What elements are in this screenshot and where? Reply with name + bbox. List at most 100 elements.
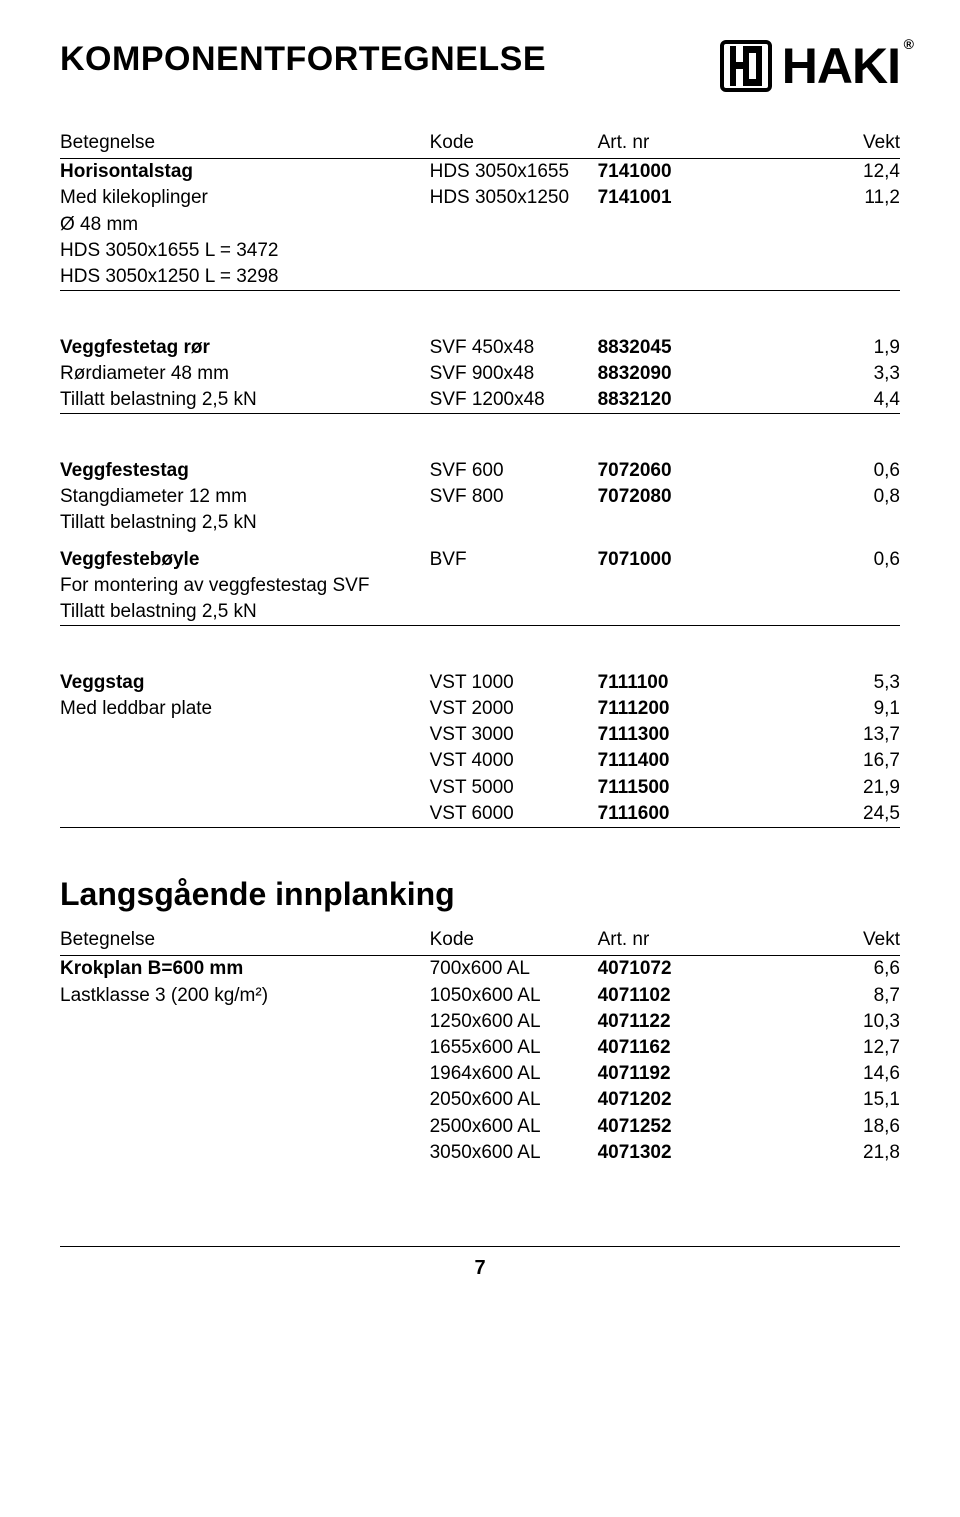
table-row: 1964x600 AL 4071192 14,6: [60, 1061, 900, 1087]
table-row: Lastklasse 3 (200 kg/m²) 1050x600 AL 407…: [60, 983, 900, 1009]
page-number: 7: [474, 1257, 485, 1279]
cell-art: 7071000: [598, 547, 766, 573]
cell-kode: 1964x600 AL: [430, 1061, 598, 1087]
group-sub: HDS 3050x1655 L = 3472: [60, 238, 430, 264]
cell-kode: 2050x600 AL: [430, 1087, 598, 1113]
table-row: Veggfestestag SVF 600 7072060 0,6: [60, 458, 900, 484]
table-row: VST 3000 7111300 13,7: [60, 722, 900, 748]
cell-vekt: 9,1: [766, 696, 900, 722]
cell-vekt: 16,7: [766, 748, 900, 774]
table-row: 2050x600 AL 4071202 15,1: [60, 1087, 900, 1113]
cell-vekt: 21,8: [766, 1140, 900, 1166]
cell-vekt: 1,9: [766, 335, 900, 361]
cell-vekt: 3,3: [766, 361, 900, 387]
cell-art: 7072080: [598, 484, 766, 510]
cell-art: 7141001: [598, 185, 766, 211]
table-header-row: Betegnelse Kode Art. nr Vekt: [60, 927, 900, 956]
col-header-desc: Betegnelse: [60, 927, 430, 956]
col-header-kode: Kode: [430, 927, 598, 956]
cell-art: 7141000: [598, 159, 766, 186]
cell-vekt: 0,6: [766, 458, 900, 484]
group-sub: Tillatt belastning 2,5 kN: [60, 599, 430, 626]
table-header-row: Betegnelse Kode Art. nr Vekt: [60, 130, 900, 159]
cell-art: 4071122: [598, 1009, 766, 1035]
cell-art: 7111500: [598, 775, 766, 801]
cell-art: 8832120: [598, 387, 766, 414]
cell-kode: SVF 600: [430, 458, 598, 484]
col-header-art: Art. nr: [598, 927, 766, 956]
cell-art: 7111200: [598, 696, 766, 722]
cell-vekt: 10,3: [766, 1009, 900, 1035]
cell-vekt: 0,8: [766, 484, 900, 510]
cell-vekt: 5,3: [766, 670, 900, 696]
table-row: 2500x600 AL 4071252 18,6: [60, 1114, 900, 1140]
col-header-vekt: Vekt: [766, 130, 900, 159]
cell-vekt: 6,6: [766, 956, 900, 983]
table-row: Med kilekoplinger HDS 3050x1250 7141001 …: [60, 185, 900, 211]
cell-kode: SVF 900x48: [430, 361, 598, 387]
table-row: Stangdiameter 12 mm SVF 800 7072080 0,8: [60, 484, 900, 510]
cell-vekt: 4,4: [766, 387, 900, 414]
planking-table: Betegnelse Kode Art. nr Vekt Krokplan B=…: [60, 927, 900, 1166]
cell-art: 7111600: [598, 801, 766, 828]
row-spacer: [60, 291, 900, 335]
cell-art: 4071202: [598, 1087, 766, 1113]
row-spacer: [60, 537, 900, 547]
table-row: Veggstag VST 1000 7111100 5,3: [60, 670, 900, 696]
cell-vekt: 21,9: [766, 775, 900, 801]
table-row: 3050x600 AL 4071302 21,8: [60, 1140, 900, 1166]
cell-kode: VST 1000: [430, 670, 598, 696]
cell-kode: VST 6000: [430, 801, 598, 828]
group-sub: For montering av veggfestestag SVF: [60, 573, 430, 599]
cell-art: 7111300: [598, 722, 766, 748]
cell-art: 4071302: [598, 1140, 766, 1166]
cell-kode: VST 3000: [430, 722, 598, 748]
group-title: Horisontalstag: [60, 159, 430, 186]
table-row: Horisontalstag HDS 3050x1655 7141000 12,…: [60, 159, 900, 186]
group-sub: Rørdiameter 48 mm: [60, 361, 430, 387]
row-spacer: [60, 414, 900, 458]
group-sub: Tillatt belastning 2,5 kN: [60, 510, 430, 536]
page-title: KOMPONENTFORTEGNELSE: [60, 40, 546, 79]
table-row: VST 4000 7111400 16,7: [60, 748, 900, 774]
group-sub: Tillatt belastning 2,5 kN: [60, 387, 430, 414]
table-row: Tillatt belastning 2,5 kN SVF 1200x48 88…: [60, 387, 900, 414]
table-row: VST 6000 7111600 24,5: [60, 801, 900, 828]
cell-vekt: 13,7: [766, 722, 900, 748]
group-title: Veggfestestag: [60, 458, 430, 484]
col-header-desc: Betegnelse: [60, 130, 430, 159]
cell-vekt: 11,2: [766, 185, 900, 211]
page-footer: 7: [60, 1246, 900, 1280]
table-row: Rørdiameter 48 mm SVF 900x48 8832090 3,3: [60, 361, 900, 387]
cell-art: 8832045: [598, 335, 766, 361]
cell-vekt: 8,7: [766, 983, 900, 1009]
cell-vekt: 12,4: [766, 159, 900, 186]
cell-vekt: 18,6: [766, 1114, 900, 1140]
cell-kode: 1250x600 AL: [430, 1009, 598, 1035]
table-row: Ø 48 mm: [60, 212, 900, 238]
cell-vekt: 24,5: [766, 801, 900, 828]
group-sub: Lastklasse 3 (200 kg/m²): [60, 983, 430, 1009]
cell-art: 4071102: [598, 983, 766, 1009]
cell-art: 7072060: [598, 458, 766, 484]
table-row: HDS 3050x1655 L = 3472: [60, 238, 900, 264]
cell-kode: 1655x600 AL: [430, 1035, 598, 1061]
table-row: Veggfestetag rør SVF 450x48 8832045 1,9: [60, 335, 900, 361]
table-row: VST 5000 7111500 21,9: [60, 775, 900, 801]
cell-kode: 2500x600 AL: [430, 1114, 598, 1140]
table-row: Tillatt belastning 2,5 kN: [60, 510, 900, 536]
cell-vekt: 12,7: [766, 1035, 900, 1061]
table-row: 1250x600 AL 4071122 10,3: [60, 1009, 900, 1035]
cell-art: 4071192: [598, 1061, 766, 1087]
brand-logo-icon: [720, 40, 772, 92]
component-table: Betegnelse Kode Art. nr Vekt Horisontals…: [60, 130, 900, 828]
cell-art: 4071162: [598, 1035, 766, 1061]
cell-vekt: 15,1: [766, 1087, 900, 1113]
table-row: Med leddbar plate VST 2000 7111200 9,1: [60, 696, 900, 722]
cell-art: 7111100: [598, 670, 766, 696]
cell-kode: VST 2000: [430, 696, 598, 722]
brand-logo: HAKI ®: [720, 40, 900, 92]
group-title: Veggfestebøyle: [60, 547, 430, 573]
group-sub: Ø 48 mm: [60, 212, 430, 238]
table-row: 1655x600 AL 4071162 12,7: [60, 1035, 900, 1061]
